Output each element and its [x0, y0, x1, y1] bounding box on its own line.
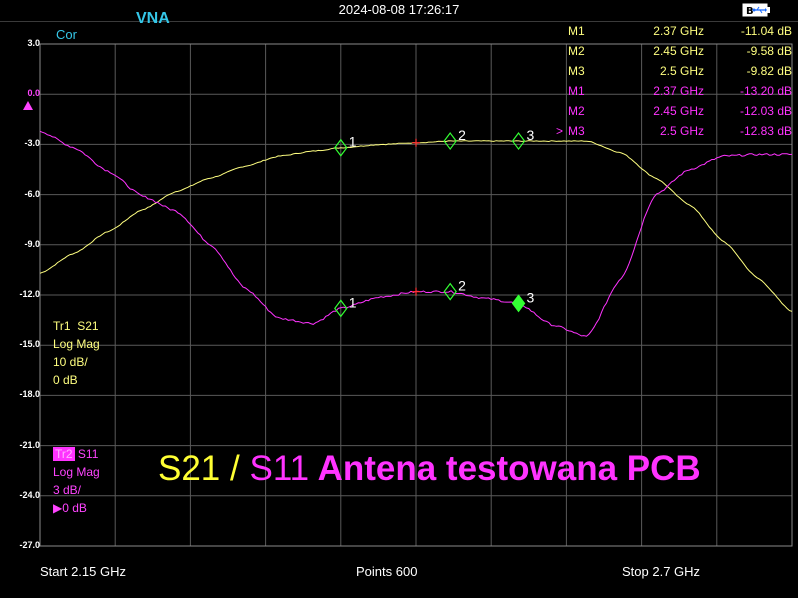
- y-tick-label: 3.0: [27, 38, 40, 48]
- trace2-ref: 0 dB: [62, 501, 87, 515]
- trace1-format: Log Mag: [53, 337, 100, 351]
- marker-row-s11-m2[interactable]: M2 2.45 GHz -12.03 dB: [560, 104, 796, 124]
- marker-label: 3: [527, 127, 535, 143]
- marker-label: 1: [349, 134, 357, 150]
- annotation-caption: S21 / S11 Antena testowana PCB: [158, 449, 701, 489]
- trace2-ref-arrow-icon: ▶: [53, 501, 63, 515]
- y-tick-label: -27.0: [19, 540, 40, 550]
- trace2-scale: 3 dB/: [53, 483, 82, 497]
- y-tick-label: -3.0: [24, 138, 40, 149]
- marker-3-s21[interactable]: [511, 132, 526, 151]
- svg-text:B: B: [746, 6, 754, 17]
- marker-1-s21[interactable]: [334, 138, 348, 157]
- y-tick-label: -21.0: [19, 439, 40, 450]
- y-tick-label: -9.0: [24, 238, 40, 249]
- marker-row-s11-m3[interactable]: > M3 2.5 GHz -12.83 dB: [556, 124, 796, 144]
- marker-row-s21-m1[interactable]: M1 2.37 GHz -11.04 dB: [560, 24, 796, 44]
- trace1-scale: 10 dB/: [53, 355, 88, 369]
- marker-row-s21-m3[interactable]: M3 2.5 GHz -9.82 dB: [560, 64, 796, 84]
- y-tick-label: -18.0: [19, 389, 40, 400]
- trace1-info[interactable]: Tr1 S21 Log Mag 10 dB/ 0 dB: [53, 317, 100, 389]
- marker-value: -9.82 dB: [746, 64, 792, 78]
- trace2-info[interactable]: Tr2 S11 Log Mag 3 dB/ ▶0 dB: [53, 445, 100, 517]
- markers: 1 1 2 2 3 3: [334, 127, 535, 318]
- marker-3-s11[interactable]: [511, 294, 526, 313]
- trace2-param: S11: [77, 447, 99, 461]
- y-tick-label: -6.0: [24, 188, 40, 199]
- marker-value: -9.58 dB: [746, 44, 792, 58]
- marker-frequency: 2.45 GHz: [653, 104, 704, 118]
- y-tick-label: -24.0: [19, 489, 40, 500]
- trace2-id: Tr2: [53, 447, 75, 461]
- marker-2-s21[interactable]: [443, 132, 457, 151]
- caption-s21: S21: [158, 449, 221, 488]
- marker-label: 2: [458, 127, 466, 143]
- caption-s11: S11: [249, 449, 310, 488]
- marker-frequency: 2.5 GHz: [659, 64, 704, 78]
- marker-table: M1 2.37 GHz -11.04 dB M2 2.45 GHz -9.58 dB M3 2…: [556, 24, 796, 144]
- marker-label: 1: [349, 294, 357, 310]
- datetime: 2024-08-08 17:26:17: [338, 2, 460, 17]
- y-tick-label: -12.0: [19, 289, 40, 299]
- caption-separator: /: [220, 449, 250, 488]
- caption-title: Antena testowana PCB: [309, 449, 701, 488]
- plot-frame: [39, 43, 793, 547]
- marker-value: -13.20 dB: [739, 84, 792, 98]
- marker-frequency: 2.45 GHz: [653, 44, 704, 58]
- stop-frequency[interactable]: Stop 2.7 GHz: [622, 564, 701, 579]
- points-count[interactable]: Points 600: [356, 564, 418, 579]
- mode-label[interactable]: VNA: [136, 10, 170, 27]
- active-marker-cursor: >: [556, 124, 564, 138]
- marker-frequency: 2.37 GHz: [653, 24, 704, 38]
- marker-1-s11[interactable]: [334, 299, 348, 318]
- marker-value: -12.83 dB: [739, 124, 792, 138]
- battery-icon: B: [742, 3, 770, 17]
- usb-icon: [752, 6, 767, 14]
- top-divider: [0, 21, 798, 22]
- marker-name: M1: [568, 24, 585, 38]
- trace1-id: Tr1: [53, 319, 71, 333]
- y-tick-label: -15.0: [19, 339, 40, 350]
- correction-label: Cor: [56, 27, 77, 42]
- trace2-format: Log Mag: [53, 465, 100, 479]
- reference-arrow-icon[interactable]: [23, 101, 33, 110]
- y-tick-label: 0.0: [27, 88, 40, 99]
- marker-frequency: 2.5 GHz: [659, 124, 704, 138]
- trace1-ref: 0 dB: [53, 373, 78, 387]
- start-frequency[interactable]: Start 2.15 GHz: [40, 564, 126, 579]
- marker-label: 3: [527, 289, 535, 305]
- marker-frequency: 2.37 GHz: [653, 84, 704, 98]
- marker-row-s11-m1[interactable]: M1 2.37 GHz -13.20 dB: [560, 84, 796, 104]
- marker-name: M1: [568, 84, 585, 98]
- trace1-param: S21: [77, 319, 99, 333]
- marker-value: -11.04 dB: [740, 24, 792, 38]
- marker-2-s11[interactable]: [443, 282, 457, 301]
- marker-label: 2: [458, 278, 466, 294]
- marker-name: M3: [568, 124, 585, 138]
- graticule: [39, 43, 793, 547]
- marker-value: -12.03 dB: [739, 104, 792, 118]
- marker-name: M2: [568, 44, 585, 58]
- marker-row-s21-m2[interactable]: M2 2.45 GHz -9.58 dB: [560, 44, 796, 64]
- marker-name: M3: [568, 64, 585, 78]
- marker-name: M2: [568, 104, 585, 118]
